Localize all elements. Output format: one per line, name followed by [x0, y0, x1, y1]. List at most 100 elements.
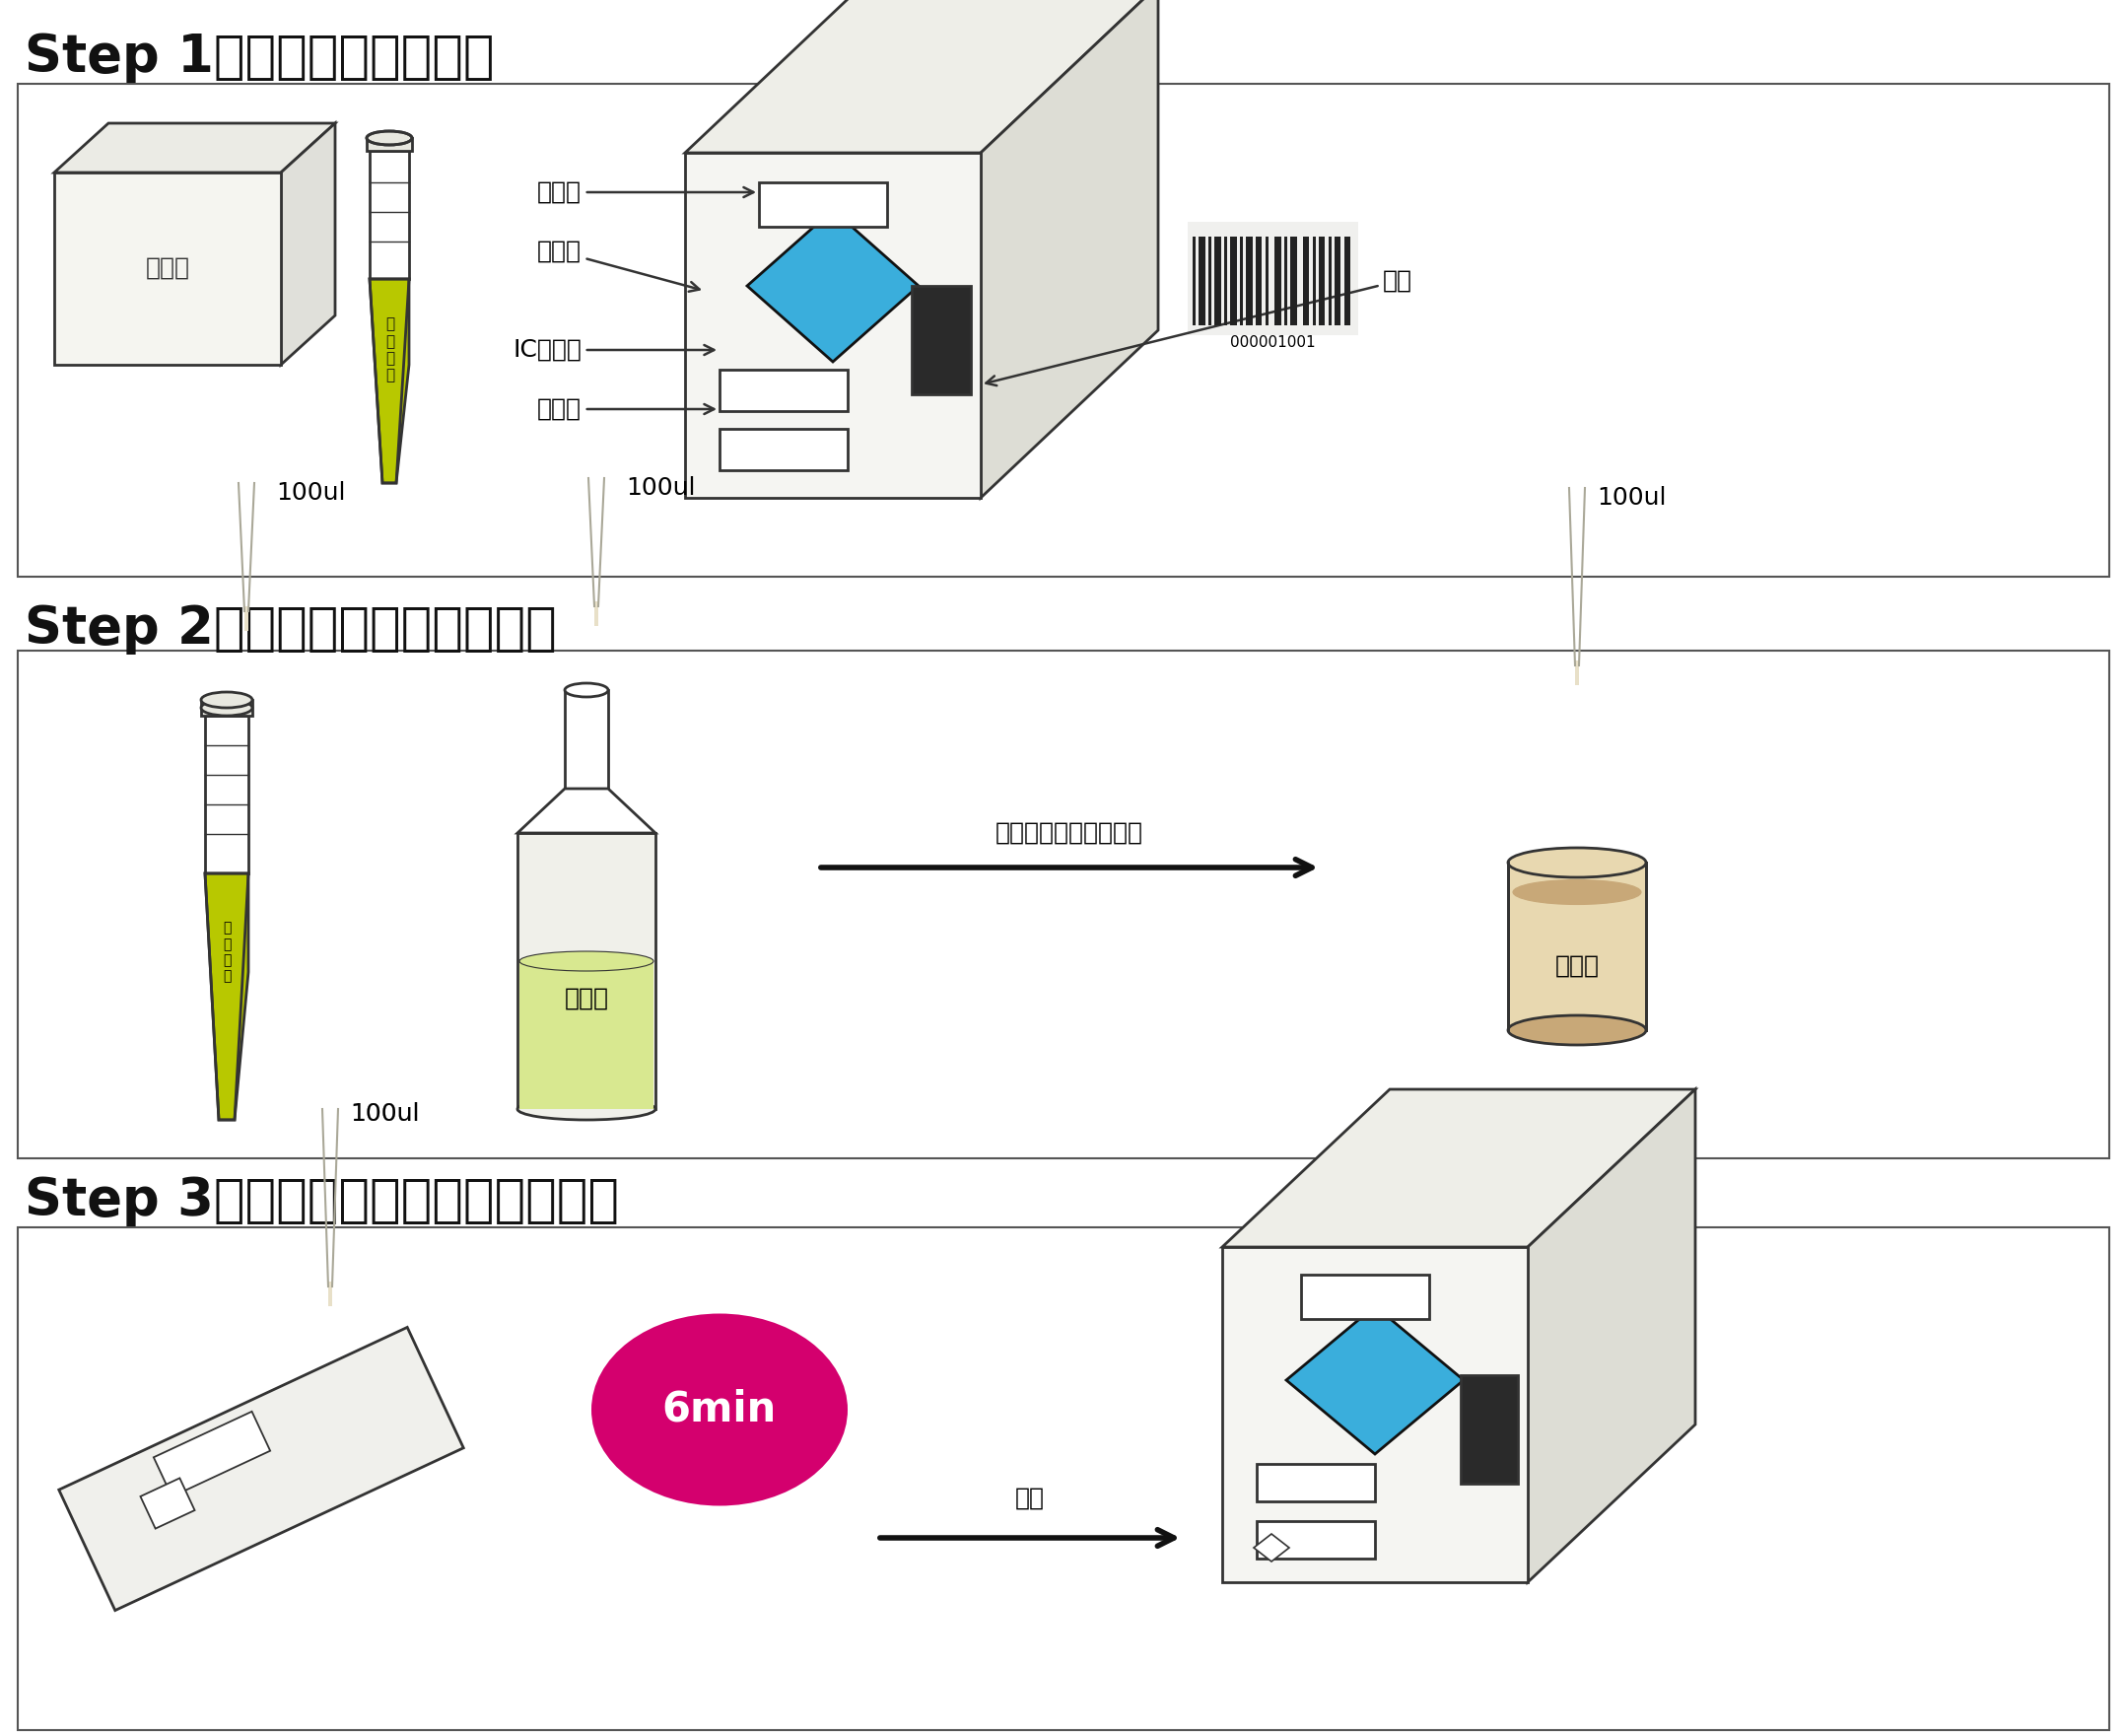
- Polygon shape: [747, 210, 919, 361]
- Ellipse shape: [366, 132, 413, 144]
- Bar: [1223, 1246, 1527, 1581]
- Bar: [1319, 236, 1323, 325]
- Bar: [1215, 236, 1219, 325]
- Text: 100ul: 100ul: [625, 476, 696, 500]
- Polygon shape: [1253, 1535, 1289, 1561]
- Ellipse shape: [519, 951, 653, 970]
- Bar: [517, 833, 655, 1109]
- Text: Step 2：取样、加稀释液，混匀: Step 2：取样、加稀释液，混匀: [26, 604, 557, 654]
- Text: 100ul: 100ul: [351, 1102, 419, 1125]
- Bar: [1266, 236, 1268, 325]
- Text: IC卡插口: IC卡插口: [513, 339, 715, 361]
- Bar: [1508, 863, 1646, 1029]
- Text: 加入样品杯，吸打混匀: 加入样品杯，吸打混匀: [995, 821, 1144, 845]
- Bar: [912, 286, 970, 394]
- Ellipse shape: [517, 1099, 655, 1120]
- Text: Step 1：回温、开机、扫码: Step 1：回温、开机、扫码: [26, 31, 493, 83]
- Bar: [1293, 236, 1297, 325]
- Bar: [1274, 236, 1278, 325]
- Bar: [1259, 236, 1261, 325]
- Bar: [1208, 236, 1212, 325]
- Polygon shape: [1287, 1305, 1463, 1455]
- Text: 100ul: 100ul: [1597, 486, 1665, 510]
- Bar: [370, 151, 408, 279]
- Polygon shape: [593, 601, 598, 627]
- Ellipse shape: [1512, 880, 1642, 904]
- Bar: [1240, 236, 1242, 325]
- Bar: [202, 700, 253, 715]
- Bar: [17, 1227, 2110, 1731]
- Bar: [1312, 236, 1317, 325]
- Bar: [1234, 236, 1236, 325]
- Bar: [1344, 236, 1346, 325]
- Bar: [1327, 236, 1332, 325]
- Ellipse shape: [1508, 847, 1646, 877]
- Bar: [719, 370, 849, 411]
- Text: 100ul: 100ul: [277, 481, 345, 505]
- Bar: [1193, 236, 1195, 325]
- Bar: [1304, 236, 1306, 325]
- Bar: [1229, 236, 1234, 325]
- Polygon shape: [981, 0, 1157, 498]
- Text: 样品杯: 样品杯: [1555, 955, 1600, 977]
- Bar: [1278, 236, 1280, 325]
- Bar: [1255, 236, 1259, 325]
- Bar: [1187, 222, 1359, 335]
- Polygon shape: [140, 1477, 196, 1529]
- Polygon shape: [517, 788, 655, 833]
- Bar: [759, 182, 887, 227]
- Text: Step 3：加样，读数，打印检测报告: Step 3：加样，读数，打印检测报告: [26, 1175, 619, 1226]
- Text: 6min: 6min: [661, 1389, 776, 1430]
- Polygon shape: [153, 1411, 270, 1496]
- Text: 显示屏: 显示屏: [538, 240, 700, 292]
- Polygon shape: [204, 873, 249, 1120]
- Polygon shape: [1576, 660, 1578, 686]
- Polygon shape: [685, 0, 1157, 153]
- Bar: [1225, 236, 1227, 325]
- Text: 读数: 读数: [1015, 1486, 1044, 1510]
- Polygon shape: [281, 123, 336, 365]
- Bar: [1291, 236, 1293, 325]
- Bar: [1257, 1521, 1374, 1559]
- Ellipse shape: [1508, 1016, 1646, 1045]
- Polygon shape: [370, 279, 408, 483]
- Bar: [566, 691, 608, 788]
- Bar: [204, 715, 249, 873]
- Bar: [1338, 236, 1340, 325]
- Bar: [1219, 236, 1221, 325]
- Text: 扫码: 扫码: [987, 269, 1412, 385]
- Text: 100ul: 100ul: [351, 1102, 419, 1125]
- Text: 打印机: 打印机: [538, 181, 753, 205]
- Bar: [17, 83, 2110, 576]
- Bar: [1346, 236, 1351, 325]
- Ellipse shape: [566, 684, 608, 696]
- Ellipse shape: [202, 693, 253, 708]
- Text: 插卡口: 插卡口: [538, 398, 715, 420]
- Ellipse shape: [591, 1314, 849, 1505]
- Bar: [1202, 236, 1206, 325]
- Bar: [685, 153, 981, 498]
- Bar: [1246, 236, 1249, 325]
- Polygon shape: [245, 606, 249, 630]
- Bar: [719, 429, 849, 470]
- Bar: [1302, 1274, 1429, 1319]
- Text: 100ul: 100ul: [351, 1102, 419, 1125]
- Text: 待
检
样
品: 待 检 样 品: [385, 318, 396, 384]
- Bar: [366, 139, 413, 151]
- Ellipse shape: [202, 700, 253, 715]
- Bar: [1334, 236, 1338, 325]
- Text: 待
检
样
品: 待 检 样 品: [223, 922, 232, 983]
- Text: 稀释液: 稀释液: [564, 986, 608, 1010]
- Bar: [17, 651, 2110, 1158]
- Bar: [1306, 236, 1310, 325]
- Text: 试剂盒: 试剂盒: [145, 257, 189, 279]
- Bar: [53, 172, 281, 365]
- Bar: [1257, 1463, 1374, 1502]
- Polygon shape: [53, 123, 336, 172]
- Polygon shape: [328, 1281, 332, 1305]
- Polygon shape: [1223, 1088, 1695, 1246]
- Polygon shape: [60, 1328, 464, 1611]
- Bar: [519, 962, 653, 1109]
- Bar: [1285, 236, 1287, 325]
- Bar: [1249, 236, 1253, 325]
